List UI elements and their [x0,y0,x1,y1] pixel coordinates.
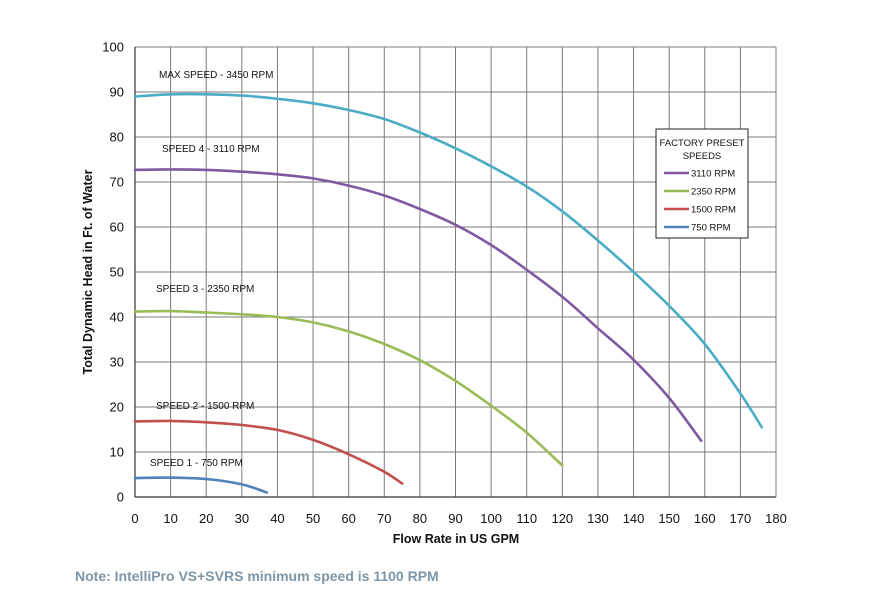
y-tick-label: 30 [110,355,124,370]
y-tick-label: 90 [110,85,124,100]
x-tick-label: 130 [587,511,609,526]
x-tick-label: 30 [235,511,249,526]
y-tick-label: 40 [110,310,124,325]
legend: FACTORY PRESET SPEEDS 3110 RPM 2350 RPM 15… [655,128,749,239]
y-tick-label: 10 [110,445,124,460]
x-tick-label: 70 [377,511,391,526]
legend-entries: 3110 RPM 2350 RPM 1500 RPM 750 RPM [664,169,736,234]
x-tick-label: 160 [694,511,716,526]
legend-title-line1: FACTORY PRESET [660,138,745,149]
legend-entry-label: 1500 RPM [691,205,736,216]
x-tick-label: 140 [623,511,645,526]
series-line-speed-2 [133,419,404,485]
x-tick-label: 60 [341,511,355,526]
footnote: Note: IntelliPro VS+SVRS minimum speed i… [75,568,439,584]
x-tick-label: 110 [516,511,537,526]
tick-labels: 0 10 20 30 40 50 60 70 80 90 100 110 120 130 140 150 160… [102,40,787,527]
legend-entry-label: 3110 RPM [691,169,735,180]
y-tick-label: 80 [110,130,124,145]
curve-labels: MAX SPEED - 3450 RPM SPEED 4 - 3110 RPM SP… [150,70,273,469]
curve-label-speed-4: SPEED 4 - 3110 RPM [162,144,260,155]
y-axis-title: Total Dynamic Head in Ft. of Water [81,169,95,374]
legend-entry-label: 2350 RPM [691,187,736,198]
x-tick-label: 120 [551,511,573,526]
grid [134,46,777,498]
series-line-max-speed [133,92,764,429]
x-tick-label: 20 [199,511,213,526]
legend-title-line2: SPEEDS [683,151,722,162]
x-tick-label: 80 [413,511,427,526]
y-tick-label: 100 [102,40,124,55]
legend-box [655,128,749,239]
y-tick-label: 70 [110,175,124,190]
x-tick-label: 170 [730,511,752,526]
x-tick-label: 150 [658,511,680,526]
x-tick-label: 0 [131,511,138,526]
x-tick-label: 100 [480,511,502,526]
series-line-speed-4 [133,168,703,443]
curve-label-speed-1: SPEED 1 - 750 RPM [150,458,243,469]
y-tick-label: 60 [110,220,124,235]
x-tick-label: 180 [765,511,787,526]
curve-label-speed-3: SPEED 3 - 2350 RPM [156,284,254,295]
series-line-speed-3 [133,309,564,467]
curve-label-speed-2: SPEED 2 - 1500 RPM [156,401,254,412]
series-line-speed-1 [133,476,269,494]
x-tick-label: 10 [163,511,177,526]
x-tick-label: 40 [270,511,284,526]
y-tick-label: 20 [110,400,124,415]
y-tick-label: 0 [117,490,124,505]
x-tick-label: 50 [306,511,320,526]
y-tick-label: 50 [110,265,124,280]
x-axis-title: Flow Rate in US GPM [393,532,519,546]
curve-label-max-speed: MAX SPEED - 3450 RPM [159,70,273,81]
legend-entry-label: 750 RPM [691,223,731,234]
series-lines [133,92,764,494]
x-tick-label: 90 [448,511,462,526]
